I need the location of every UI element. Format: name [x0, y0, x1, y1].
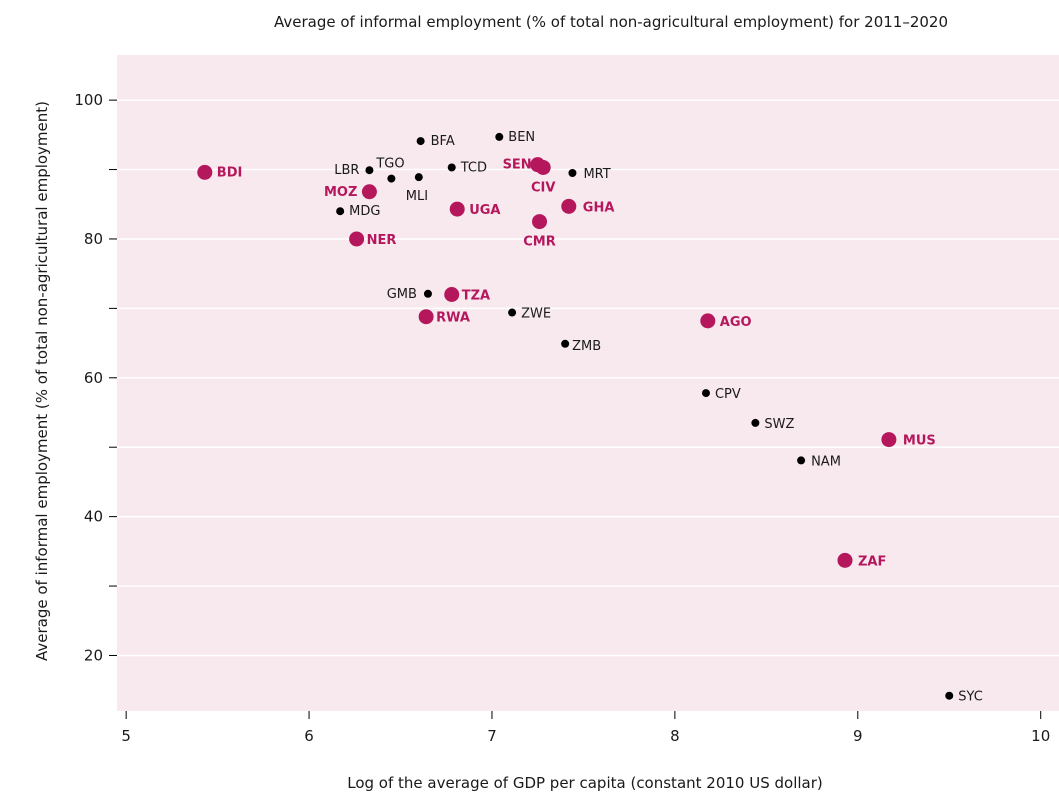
point-label-syc: SYC — [958, 690, 983, 705]
y-axis-title: Average of informal employment (% of tot… — [33, 101, 51, 661]
data-point-tza — [444, 286, 460, 302]
data-point-bdi — [197, 164, 213, 180]
data-point-bfa — [416, 137, 425, 146]
data-point-mrt — [568, 169, 577, 178]
point-label-rwa: RWA — [436, 311, 470, 326]
point-label-ago: AGO — [720, 315, 752, 330]
point-label-cmr: CMR — [523, 235, 556, 250]
point-label-uga: UGA — [469, 203, 500, 218]
point-label-zaf: ZAF — [858, 554, 886, 569]
point-label-mli: MLI — [406, 189, 428, 204]
y-tick-label: 20 — [84, 646, 103, 664]
point-label-nam: NAM — [811, 454, 841, 469]
x-tick-label: 8 — [670, 727, 680, 745]
point-label-civ: CIV — [531, 180, 555, 195]
data-point-moz — [361, 184, 377, 200]
point-label-zwe: ZWE — [521, 307, 551, 322]
y-tick-label: 40 — [84, 508, 103, 526]
point-label-sen: SEN — [503, 158, 532, 173]
data-point-cpv — [701, 389, 710, 398]
x-tick-label: 5 — [121, 727, 131, 745]
data-point-civ — [535, 159, 551, 175]
data-point-uga — [449, 201, 465, 217]
data-point-lbr — [365, 166, 374, 175]
data-point-gha — [561, 198, 577, 214]
point-label-tza: TZA — [462, 288, 490, 303]
data-point-nam — [797, 456, 806, 465]
axes: 20 40 60 80 100 5 6 7 8 9 10 — [74, 91, 1050, 745]
point-label-mdg: MDG — [349, 204, 380, 219]
data-point-rwa — [418, 309, 434, 325]
data-point-syc — [945, 691, 954, 700]
data-point-mus — [881, 432, 897, 448]
point-label-bdi: BDI — [217, 165, 243, 180]
data-point-ben — [495, 132, 504, 141]
data-point-zmb — [561, 339, 570, 348]
x-tick-label: 10 — [1031, 727, 1050, 745]
x-tick-label: 9 — [853, 727, 863, 745]
data-point-tgo — [387, 174, 396, 183]
point-label-swz: SWZ — [764, 417, 794, 432]
data-point-zaf — [837, 552, 853, 568]
point-label-ben: BEN — [508, 130, 535, 145]
x-tick-label: 6 — [304, 727, 314, 745]
point-label-moz: MOZ — [324, 185, 357, 200]
point-label-cpv: CPV — [715, 387, 741, 402]
point-label-gha: GHA — [583, 200, 615, 215]
data-points — [197, 132, 954, 700]
point-label-ner: NER — [367, 233, 397, 248]
point-label-tcd: TCD — [460, 160, 487, 175]
y-tick-label: 100 — [74, 91, 103, 109]
x-tick-label: 7 — [487, 727, 497, 745]
data-point-ner — [349, 231, 365, 247]
point-label-tgo: TGO — [375, 157, 404, 172]
y-tick-label: 80 — [84, 230, 103, 248]
data-point-tcd — [447, 163, 456, 172]
point-label-mrt: MRT — [583, 167, 610, 182]
data-point-swz — [751, 418, 760, 427]
point-labels: BDI MOZ NER UGA SEN CIV GHA CMR TZA RWA AGO MUS ZAF B… — [217, 130, 983, 705]
gridlines — [117, 99, 1059, 657]
plot-area — [117, 55, 1059, 711]
y-tick-label: 60 — [84, 369, 103, 387]
data-point-ago — [700, 313, 716, 329]
point-label-gmb: GMB — [387, 287, 417, 302]
point-label-mus: MUS — [903, 434, 936, 449]
point-label-lbr: LBR — [334, 163, 359, 178]
chart-title: Average of informal employment (% of tot… — [274, 13, 948, 31]
data-point-mli — [414, 173, 423, 182]
data-point-mdg — [336, 207, 345, 216]
data-point-cmr — [532, 214, 548, 230]
x-axis-title: Log of the average of GDP per capita (co… — [347, 774, 823, 792]
point-label-zmb: ZMB — [572, 339, 601, 354]
data-point-zwe — [508, 308, 517, 317]
point-label-bfa: BFA — [431, 134, 455, 149]
data-point-gmb — [423, 289, 432, 298]
